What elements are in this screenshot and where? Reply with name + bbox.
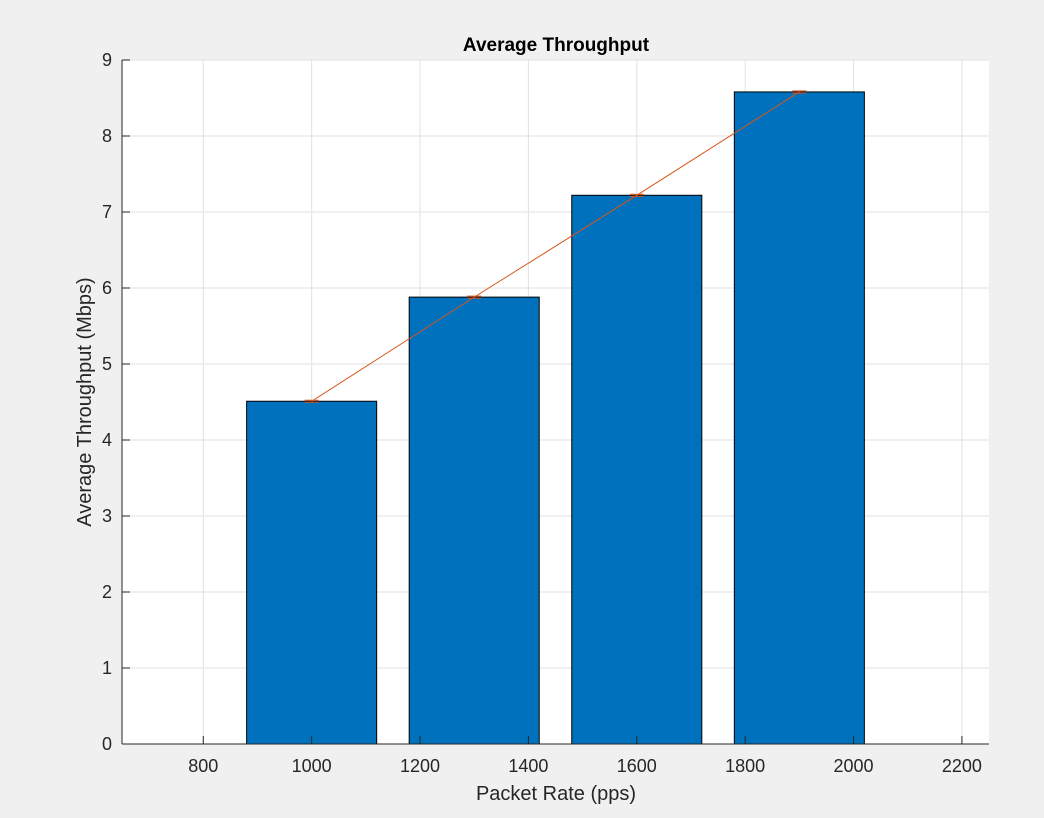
x-tick-label: 1200 [400, 756, 440, 776]
bar [733, 91, 865, 745]
y-tick-label: 3 [102, 506, 112, 526]
x-tick-label: 1000 [292, 756, 332, 776]
x-tick-label: 800 [188, 756, 218, 776]
bar [571, 194, 703, 745]
chart-title: Average Throughput [463, 35, 650, 56]
y-tick-label: 7 [102, 202, 112, 222]
bar [246, 400, 378, 745]
y-tick-label: 2 [102, 582, 112, 602]
y-tick-label: 9 [102, 50, 112, 70]
y-tick-label: 4 [102, 430, 112, 450]
bar-series [246, 91, 865, 745]
errorbar-series [304, 90, 807, 403]
series-line [311, 91, 800, 402]
x-tick-label: 2200 [942, 756, 982, 776]
x-tick-label: 1600 [617, 756, 657, 776]
y-tick-label: 1 [102, 658, 112, 678]
y-tick-label: 8 [102, 126, 112, 146]
y-tick-labels: 0 1 2 3 4 5 6 7 8 9 [102, 50, 112, 754]
y-tick-label: 6 [102, 278, 112, 298]
x-tick-label: 2000 [834, 756, 874, 776]
y-tick-label: 5 [102, 354, 112, 374]
x-axis-label: Packet Rate (pps) [476, 783, 636, 805]
x-tick-labels: 800 1000 1200 1400 1600 1800 2000 2200 [188, 756, 982, 776]
y-tick-label: 0 [102, 734, 112, 754]
bar [408, 296, 540, 745]
x-tick-label: 1800 [725, 756, 765, 776]
x-tick-label: 1400 [508, 756, 548, 776]
y-axis-label: Average Throughput (Mbps) [74, 277, 96, 526]
axes [121, 59, 989, 745]
